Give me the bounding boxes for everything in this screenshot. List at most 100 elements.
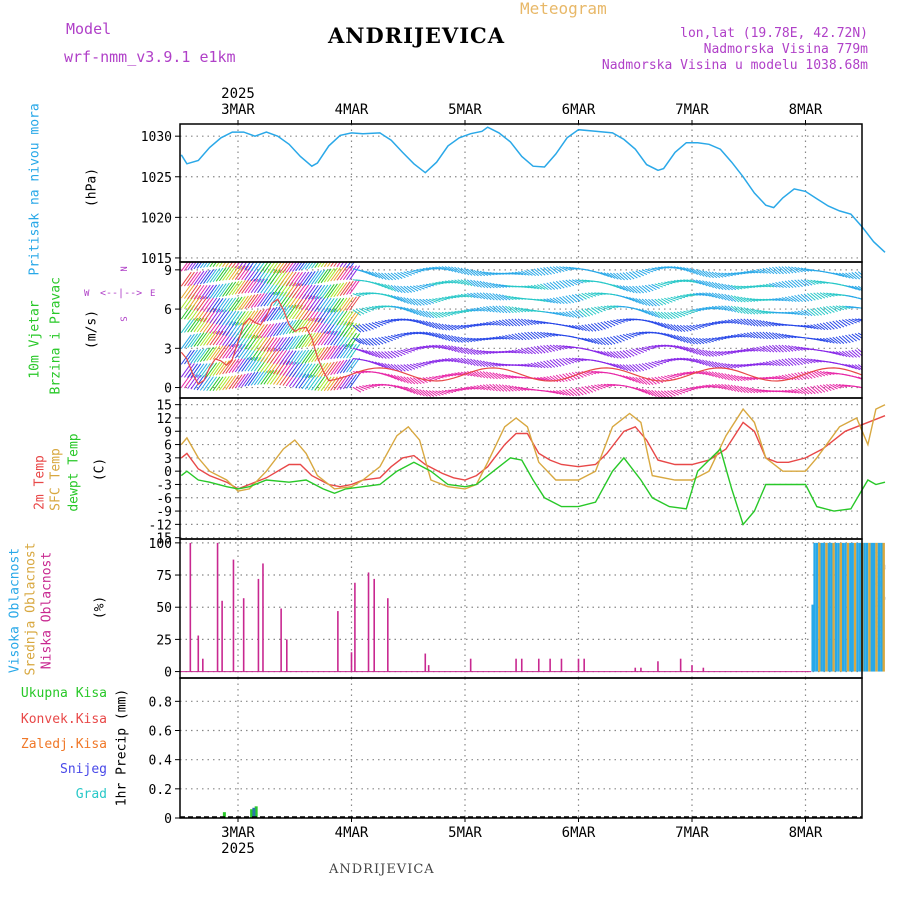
wind-barb <box>317 297 329 313</box>
wind-barb <box>686 267 695 274</box>
wind-barb <box>552 375 562 383</box>
wind-barb <box>346 280 357 295</box>
wind-barb <box>508 385 517 392</box>
wind-barb <box>209 308 221 324</box>
wind-barb <box>838 319 848 327</box>
wind-barb <box>371 306 381 309</box>
wind-barb <box>880 268 888 271</box>
wind-barb <box>845 305 854 309</box>
wind-barb <box>447 334 457 343</box>
wind-barb <box>711 337 721 341</box>
wind-barb <box>498 284 508 288</box>
wind-barb <box>794 279 803 288</box>
wind-barb <box>307 348 319 363</box>
wind-barb <box>387 284 397 292</box>
wind-barb <box>441 297 450 300</box>
wind-barb <box>483 350 492 355</box>
wind-barb <box>285 361 297 377</box>
wind-barb <box>521 387 530 391</box>
wind-barb <box>463 371 473 377</box>
wind-barb <box>416 388 425 397</box>
wind-barb <box>737 318 746 326</box>
wind-barb <box>857 376 862 380</box>
wind-barb <box>409 285 419 292</box>
wind-barb <box>676 357 686 361</box>
wind-barb <box>222 375 233 391</box>
wind-barb <box>397 306 406 311</box>
wind-barb <box>359 385 368 391</box>
wind-barb <box>314 347 326 362</box>
wind-barb <box>190 348 202 364</box>
wind-barb <box>304 332 316 348</box>
wind-barb <box>629 271 638 279</box>
wind-barb <box>257 323 268 339</box>
wind-barb <box>292 283 303 299</box>
wind-barb <box>670 374 679 378</box>
wind-barb <box>826 371 835 375</box>
wind-barb <box>730 350 740 353</box>
wind-barb <box>470 358 479 367</box>
wind-barb <box>269 349 281 364</box>
wind-barb <box>225 321 237 337</box>
day-label-bottom: 5MAR <box>448 825 482 841</box>
wind-barb <box>829 292 838 297</box>
wind-barb <box>206 262 211 268</box>
wind-barb <box>374 272 384 280</box>
wind-barb <box>384 272 393 281</box>
wind-barb <box>635 285 645 294</box>
wind-barb <box>422 310 432 319</box>
wind-barb <box>416 285 425 290</box>
wind-barb <box>689 279 698 284</box>
wind-barb <box>393 364 403 372</box>
wind-barb <box>441 323 451 331</box>
wind-barb <box>441 344 451 351</box>
wind-barb <box>619 350 629 359</box>
wind-barb <box>432 376 441 380</box>
wind-barb <box>768 360 778 367</box>
wind-barb <box>444 344 454 352</box>
wind-barb <box>234 262 241 269</box>
wind-barb <box>702 385 711 388</box>
wind-barb <box>848 364 857 370</box>
wind-barb <box>352 309 362 316</box>
wind-barb <box>616 319 625 323</box>
wind-barb <box>336 266 348 281</box>
wind-barb <box>810 292 819 301</box>
wind-barb <box>438 333 447 341</box>
wind-barb <box>304 375 316 390</box>
wind-barb <box>724 363 733 369</box>
wind-barb <box>676 324 686 333</box>
wind-barb <box>756 309 765 315</box>
wind-barb <box>454 345 463 354</box>
wind-barb <box>835 272 845 278</box>
wind-barb <box>587 292 597 297</box>
wind-barb <box>749 298 759 302</box>
wind-barb <box>184 333 195 349</box>
wind-barb <box>880 362 888 367</box>
wind-barb <box>511 349 520 354</box>
wind-barb <box>733 295 743 303</box>
wind-barb <box>473 349 482 355</box>
wind-barb <box>301 349 313 364</box>
wind-barb <box>699 324 708 328</box>
wind-barb <box>610 305 619 308</box>
wind-barb <box>374 350 384 359</box>
wind-barb <box>209 345 221 361</box>
wind-barb <box>435 311 444 318</box>
wind-barb <box>549 344 559 352</box>
wind-barb <box>314 331 326 346</box>
wind-barb <box>749 318 759 327</box>
precip-bar <box>250 809 254 818</box>
wind-barb <box>473 292 482 299</box>
wind-barb <box>406 376 416 385</box>
wind-barb <box>288 335 300 350</box>
wind-barb <box>871 299 879 305</box>
wind-barb <box>250 371 262 386</box>
wind-barb <box>865 286 873 293</box>
wind-barb <box>400 296 409 304</box>
wind-barb <box>699 307 708 311</box>
wind-barb <box>390 319 400 322</box>
wind-barb <box>486 337 495 340</box>
wind-barb <box>505 384 514 392</box>
wind-barb <box>657 266 667 269</box>
